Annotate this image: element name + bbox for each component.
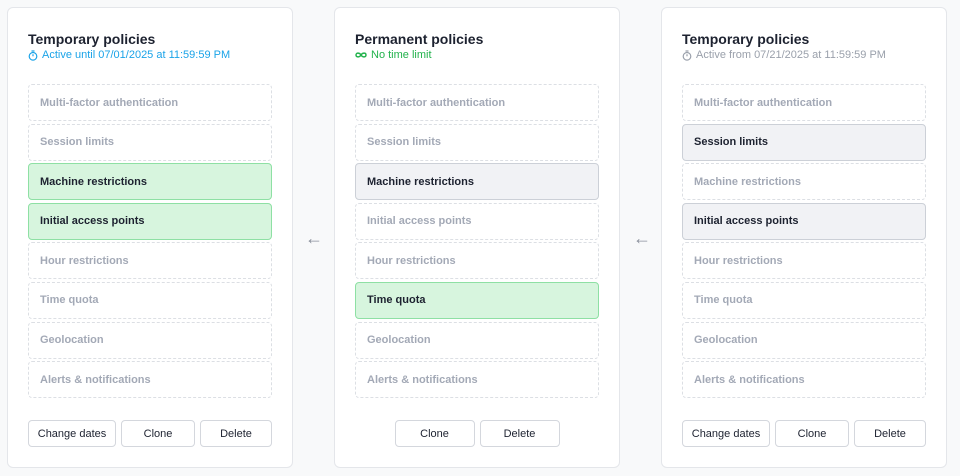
policy-item[interactable]: Session limits — [682, 123, 926, 161]
policy-item[interactable]: Initial access points — [355, 202, 599, 240]
policy-item[interactable]: Hour restrictions — [28, 242, 272, 280]
panel-subtitle-text: Active from 07/21/2025 at 11:59:59 PM — [696, 49, 886, 61]
infinity-icon — [355, 52, 367, 58]
policy-list: Multi-factor authentication Session limit… — [355, 84, 599, 401]
policy-item[interactable]: Alerts & notifications — [682, 361, 926, 399]
policy-item[interactable]: Session limits — [28, 123, 272, 161]
policy-item[interactable]: Time quota — [28, 281, 272, 319]
delete-button[interactable]: Delete — [479, 420, 560, 447]
policy-item[interactable]: Machine restrictions — [682, 163, 926, 201]
panel-title: Permanent policies — [355, 31, 484, 47]
panel-subtitle: Active from 07/21/2025 at 11:59:59 PM — [682, 49, 886, 61]
stopwatch-icon — [28, 49, 38, 61]
panel-subtitle: No time limit — [355, 49, 432, 61]
policy-item[interactable]: Time quota — [355, 281, 599, 319]
policy-list: Multi-factor authentication Session limit… — [28, 84, 272, 401]
policy-panel: Temporary policies Active until 07/01/20… — [7, 7, 293, 468]
policy-item[interactable]: Machine restrictions — [28, 163, 272, 201]
clone-button[interactable]: Clone — [775, 420, 849, 447]
delete-button[interactable]: Delete — [200, 420, 272, 447]
panel-title: Temporary policies — [28, 31, 156, 47]
policy-item[interactable]: Hour restrictions — [355, 242, 599, 280]
panel-title: Temporary policies — [682, 31, 810, 47]
policy-item[interactable]: Hour restrictions — [682, 242, 926, 280]
panel-subtitle-text: No time limit — [371, 49, 432, 61]
policy-item[interactable]: Machine restrictions — [355, 163, 599, 201]
change-dates-button[interactable]: Change dates — [682, 420, 770, 447]
policy-item[interactable]: Initial access points — [28, 202, 272, 240]
policy-panel: Permanent policies No time limit Multi-fa… — [334, 7, 620, 468]
clone-button[interactable]: Clone — [394, 420, 475, 447]
policy-item[interactable]: Geolocation — [682, 321, 926, 359]
policy-item[interactable]: Geolocation — [355, 321, 599, 359]
policy-item[interactable]: Alerts & notifications — [28, 361, 272, 399]
arrow-left-icon: ← — [305, 228, 323, 248]
policy-item[interactable]: Multi-factor authentication — [28, 84, 272, 121]
policy-item[interactable]: Geolocation — [28, 321, 272, 359]
policy-item[interactable]: Initial access points — [682, 202, 926, 240]
policy-panel: Temporary policies Active from 07/21/202… — [661, 7, 947, 468]
clone-button[interactable]: Clone — [121, 420, 195, 447]
stopwatch-icon — [682, 49, 692, 61]
policy-item[interactable]: Alerts & notifications — [355, 361, 599, 399]
arrow-left-icon: ← — [633, 228, 651, 248]
change-dates-button[interactable]: Change dates — [28, 420, 116, 447]
policy-item[interactable]: Time quota — [682, 281, 926, 319]
policy-list: Multi-factor authentication Session limit… — [682, 84, 926, 401]
panel-subtitle: Active until 07/01/2025 at 11:59:59 PM — [28, 49, 230, 61]
panel-subtitle-text: Active until 07/01/2025 at 11:59:59 PM — [42, 49, 231, 61]
policy-item[interactable]: Multi-factor authentication — [682, 84, 926, 121]
delete-button[interactable]: Delete — [854, 420, 926, 447]
policy-item[interactable]: Multi-factor authentication — [355, 84, 599, 121]
policy-item[interactable]: Session limits — [355, 123, 599, 161]
